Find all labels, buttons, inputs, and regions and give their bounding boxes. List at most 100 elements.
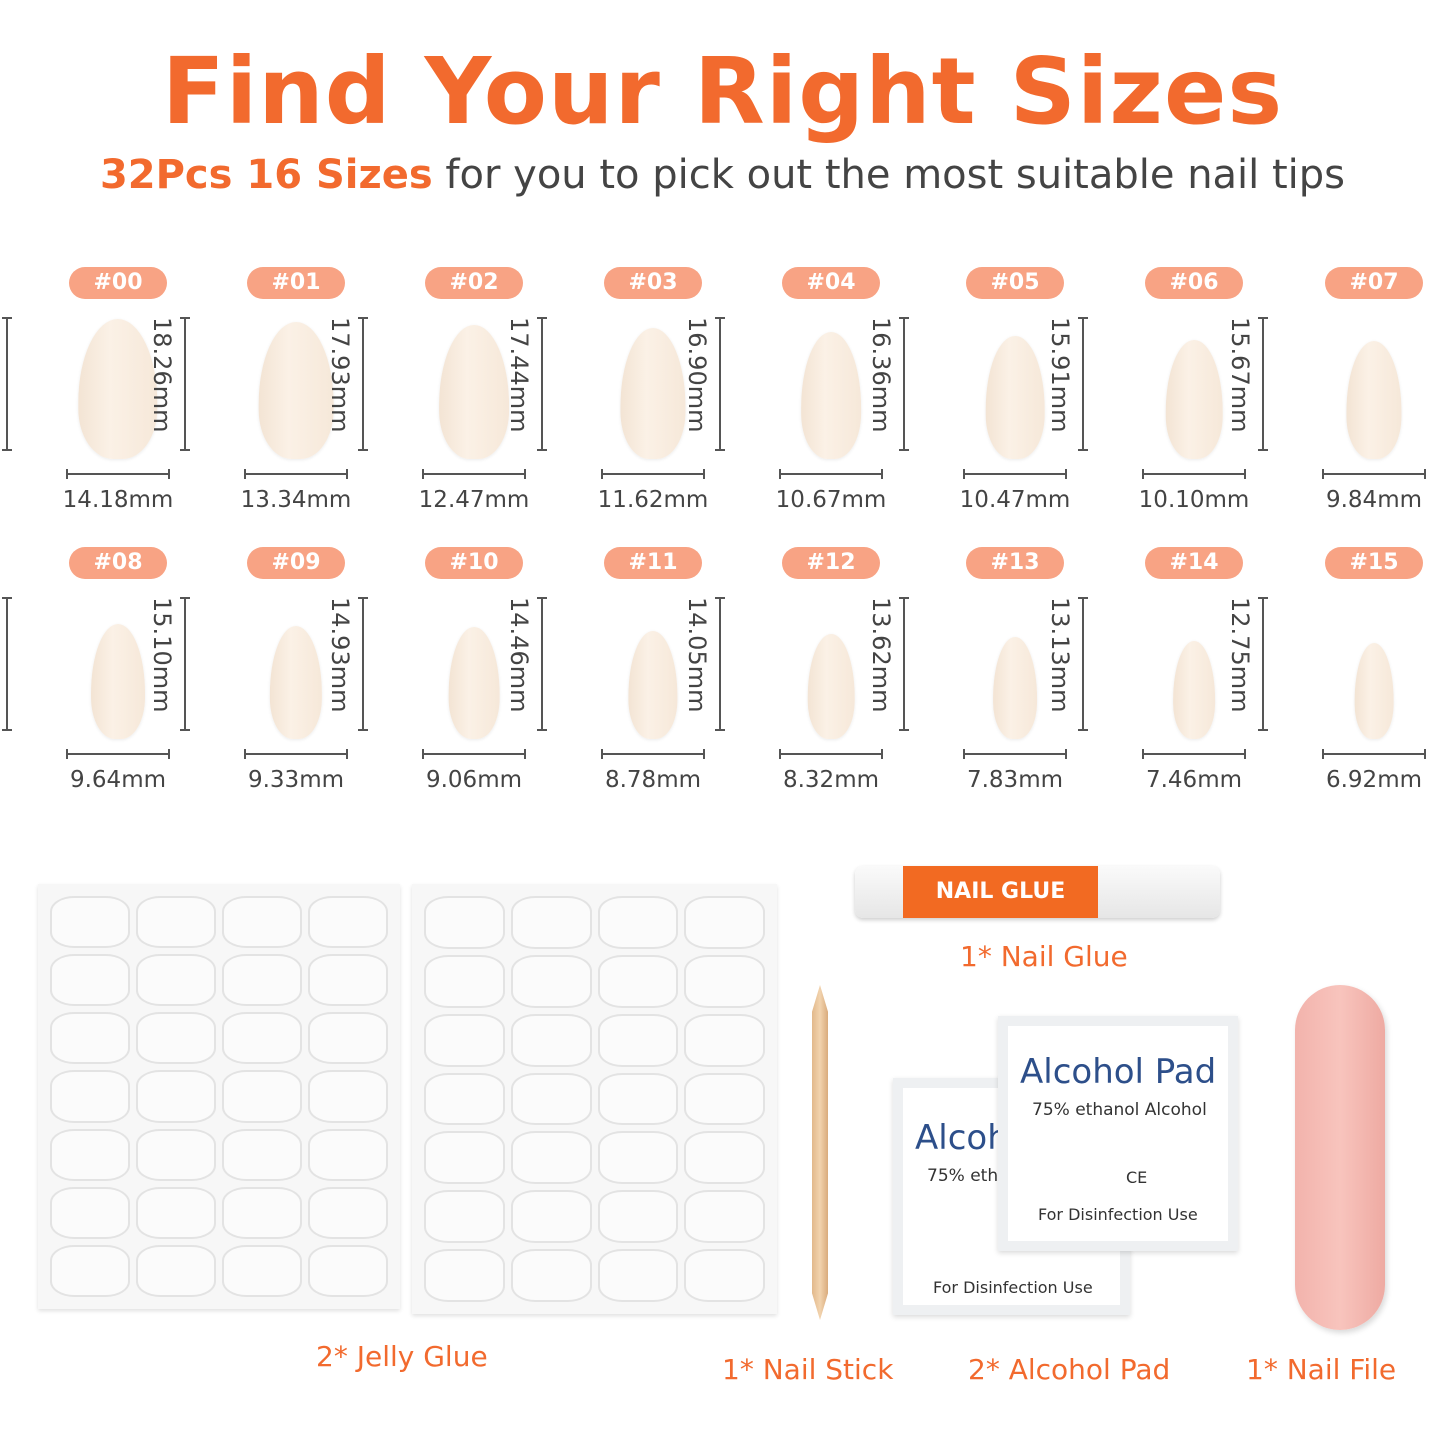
subtitle-text: for you to pick out the most suitable na… <box>432 152 1346 198</box>
page-title: Find Your Right Sizes <box>161 38 1284 145</box>
jelly-glue-tab <box>50 1070 130 1123</box>
width-ruler <box>422 749 526 759</box>
pad-title: Alcohol Pad <box>1020 1052 1217 1092</box>
nail-stick-label: 1* Nail Stick <box>722 1353 894 1386</box>
size-item: #13 13.62mm 7.83mm <box>867 547 1105 807</box>
jelly-glue-tab <box>424 954 505 1008</box>
jelly-glue-tab <box>424 896 505 949</box>
jelly-glue-tab <box>510 1190 592 1244</box>
jelly-glue-tab <box>424 1131 505 1185</box>
size-item: #11 14.46mm 8.78mm <box>505 547 743 807</box>
jelly-glue-tab <box>136 1186 216 1239</box>
jelly-glue-tab <box>50 1186 130 1239</box>
length-label: 13.13mm <box>1046 597 1074 713</box>
jelly-glue-tab <box>597 896 679 949</box>
jelly-glue-tab <box>684 1013 765 1067</box>
subtitle: 32Pcs 16 Sizes for you to pick out the m… <box>0 152 1445 198</box>
jelly-glue-tab <box>50 1128 130 1181</box>
length-ruler <box>358 317 372 451</box>
pad-use: For Disinfection Use <box>933 1278 1093 1297</box>
nail-tip-image <box>1354 643 1394 739</box>
nail-file-label: 1* Nail File <box>1246 1353 1397 1386</box>
nail-tip-image <box>801 332 861 459</box>
width-ruler <box>244 469 348 479</box>
nail-stick-image <box>812 985 828 1320</box>
size-item: #07 15.67mm 9.84mm <box>1226 267 1445 527</box>
jelly-glue-tab <box>597 1072 679 1126</box>
length-ruler <box>180 597 194 731</box>
size-item: #01 18.26mm 13.34mm <box>148 267 386 527</box>
width-ruler <box>66 469 170 479</box>
length-ruler <box>1078 597 1092 731</box>
size-item: #12 14.05mm 8.32mm <box>683 547 921 807</box>
length-label: 16.36mm <box>867 317 895 433</box>
length-label: 17.44mm <box>505 317 533 433</box>
length-ruler <box>180 317 194 451</box>
length-ruler <box>715 597 729 731</box>
width-label: 9.06mm <box>425 767 523 793</box>
alcohol-pad-label: 2* Alcohol Pad <box>968 1353 1171 1386</box>
nail-tip-image <box>439 324 509 459</box>
nail-tip-image <box>1346 341 1402 459</box>
size-item: #03 17.44mm 11.62mm <box>505 267 743 527</box>
size-badge: #09 <box>247 547 345 579</box>
jelly-glue-tab <box>684 1131 765 1185</box>
length-label: 15.67mm <box>1226 317 1254 433</box>
width-ruler <box>779 469 883 479</box>
width-label: 6.92mm <box>1325 767 1423 793</box>
length-ruler <box>899 317 913 451</box>
size-badge: #08 <box>69 547 167 579</box>
jelly-glue-label: 2* Jelly Glue <box>316 1340 488 1373</box>
jelly-glue-tab <box>222 1128 302 1181</box>
size-badge: #12 <box>782 547 880 579</box>
jelly-glue-tab <box>510 1013 592 1067</box>
size-item: #15 12.75mm 6.92mm <box>1226 547 1445 807</box>
nail-tip-image <box>993 636 1037 739</box>
width-ruler <box>244 749 348 759</box>
jelly-glue-tab <box>136 1244 216 1297</box>
width-label: 9.33mm <box>247 767 345 793</box>
jelly-glue-tab <box>424 1072 505 1126</box>
jelly-glue-tab <box>308 896 388 949</box>
nail-tip-image <box>620 328 686 459</box>
nail-tip-image <box>1165 339 1223 459</box>
jelly-glue-tab <box>136 1070 216 1123</box>
size-badge: #11 <box>604 547 702 579</box>
jelly-glue-tab <box>597 1249 679 1302</box>
length-label: 17.93mm <box>326 317 354 433</box>
size-badge: #05 <box>966 267 1064 299</box>
jelly-glue-tab <box>597 1131 679 1185</box>
width-label: 10.47mm <box>959 487 1071 513</box>
width-label: 8.78mm <box>604 767 702 793</box>
jelly-glue-tab <box>684 1190 765 1244</box>
width-ruler <box>601 469 705 479</box>
nail-tip-image <box>78 319 158 459</box>
nail-glue-label: 1* Nail Glue <box>960 940 1128 973</box>
size-item: #02 17.93mm 12.47mm <box>326 267 564 527</box>
width-label: 10.10mm <box>1138 487 1250 513</box>
jelly-glue-tab <box>136 896 216 949</box>
jelly-glue-tab <box>136 954 216 1007</box>
jelly-glue-tab <box>424 1249 505 1302</box>
jelly-glue-tab <box>222 1244 302 1297</box>
size-badge: #14 <box>1145 547 1243 579</box>
pad-content: 75% ethanol Alcohol <box>1032 1100 1207 1120</box>
size-badge: #07 <box>1325 267 1423 299</box>
jelly-glue-tab <box>510 1131 592 1185</box>
length-ruler <box>1078 317 1092 451</box>
jelly-glue-tab <box>510 954 592 1008</box>
width-label: 7.83mm <box>966 767 1064 793</box>
size-badge: #01 <box>247 267 345 299</box>
length-label: 16.90mm <box>683 317 711 433</box>
width-label: 9.64mm <box>69 767 167 793</box>
length-ruler <box>537 317 551 451</box>
jelly-glue-tab <box>50 1012 130 1065</box>
width-ruler <box>1142 749 1246 759</box>
length-ruler <box>1258 317 1272 451</box>
jelly-glue-tab <box>222 896 302 949</box>
size-badge: #13 <box>966 547 1064 579</box>
width-ruler <box>963 749 1067 759</box>
length-ruler <box>1258 597 1272 731</box>
jelly-glue-tab <box>597 1190 679 1244</box>
length-label: 15.10mm <box>148 597 176 713</box>
